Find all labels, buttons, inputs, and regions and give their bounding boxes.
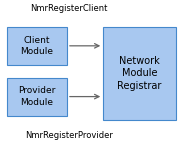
Text: NmrRegisterClient: NmrRegisterClient xyxy=(30,4,108,13)
Text: Provider
Module: Provider Module xyxy=(18,86,56,107)
FancyBboxPatch shape xyxy=(103,27,176,120)
Text: Client
Module: Client Module xyxy=(21,36,54,56)
Text: NmrRegisterProvider: NmrRegisterProvider xyxy=(25,131,113,140)
FancyBboxPatch shape xyxy=(7,27,67,65)
FancyBboxPatch shape xyxy=(7,78,67,116)
Text: Network
Module
Registrar: Network Module Registrar xyxy=(117,56,162,91)
